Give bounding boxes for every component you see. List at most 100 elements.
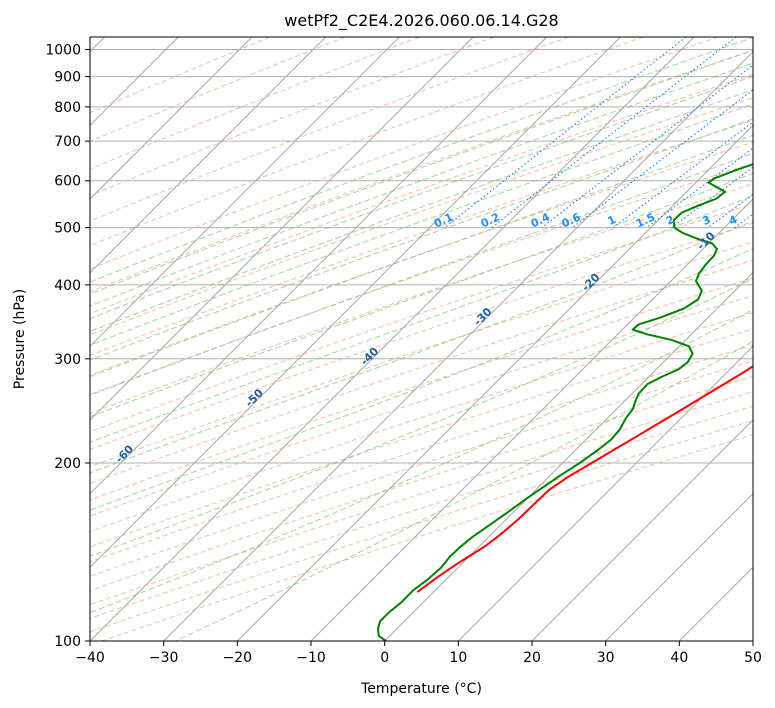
x-tick-label: 50 [744, 650, 762, 666]
isotherm-line [163, 50, 753, 641]
dry-adiabat [90, 241, 753, 468]
dry-adiabat [90, 328, 753, 548]
isotherm-label: -10 [694, 229, 717, 252]
isotherm-line [605, 492, 753, 641]
x-tick-label: 0 [380, 650, 389, 666]
moist-adiabat [90, 248, 753, 511]
dry-adiabat [101, 434, 753, 641]
isotherm-line [457, 345, 753, 641]
dry-adiabat [90, 37, 495, 197]
y-tick-label: 1000 [45, 43, 81, 59]
dry-adiabat [90, 37, 345, 143]
isotherm-line [90, 37, 474, 421]
y-tick-label: 800 [54, 100, 81, 116]
moist-adiabat [90, 134, 753, 378]
y-axis-title: Pressure (hPa) [12, 289, 28, 389]
dry-adiabat [90, 37, 569, 222]
dry-adiabat [90, 183, 753, 414]
isotherm-line [531, 419, 753, 641]
dry-adiabat [90, 311, 753, 533]
dry-adiabat [90, 97, 753, 336]
moist-adiabat [90, 75, 753, 320]
dry-adiabat [90, 37, 420, 170]
moist-adiabat [90, 62, 753, 307]
moist-adiabat [90, 118, 753, 361]
isotherm-line [90, 37, 548, 495]
isotherm-line [384, 271, 753, 641]
isotherm-line [90, 37, 327, 274]
mixing-ratio-line [734, 213, 753, 229]
y-tick-label: 600 [54, 174, 81, 190]
y-tick-label: 900 [54, 70, 81, 86]
moist-adiabat [90, 309, 753, 614]
mixing-ratio-line [671, 166, 753, 229]
moist-adiabat [90, 152, 753, 396]
dry-adiabat [90, 73, 753, 315]
dry-adiabat [90, 141, 753, 376]
dry-adiabat [90, 375, 753, 592]
isotherm-label: -50 [243, 386, 266, 409]
mixing-ratio-line [612, 121, 753, 229]
mixing-ratio-label: 4 [727, 213, 740, 228]
isotherm-label: -40 [358, 344, 381, 367]
y-tick-label: 700 [54, 134, 81, 150]
data-series [377, 163, 753, 641]
y-tick-label: 300 [54, 352, 81, 368]
dry-adiabat [90, 259, 753, 485]
mixing-ratio-line [572, 89, 753, 229]
dry-adiabat [90, 391, 753, 606]
y-tick-label: 400 [54, 278, 81, 294]
x-tick-label: −40 [75, 650, 105, 666]
temperature-profile-line [416, 365, 753, 593]
dry-adiabat [90, 203, 753, 433]
isotherm-line [90, 37, 400, 348]
x-tick-label: −10 [296, 650, 326, 666]
x-tick-label: 10 [449, 650, 467, 666]
dry-adiabat [90, 37, 719, 270]
isotherm-line [90, 37, 621, 569]
dry-adiabat [90, 49, 753, 293]
dry-adiabat [90, 344, 753, 563]
isotherm-label: -60 [113, 442, 136, 465]
dewpoint-profile-line [377, 163, 753, 641]
x-tick-label: 30 [597, 650, 615, 666]
dry-adiabat [90, 37, 644, 247]
chart-title: wetPf2_C2E4.2026.060.06.14.G28 [284, 11, 558, 31]
plot-area [90, 37, 753, 641]
y-tick-label: 200 [54, 456, 81, 472]
dry-adiabat [90, 277, 753, 501]
dry-adiabat [90, 37, 271, 114]
x-tick-label: −30 [149, 650, 179, 666]
isotherm-line [90, 37, 695, 641]
moist-adiabat [90, 89, 753, 333]
plot-frame [89, 36, 754, 642]
x-tick-label: 20 [523, 650, 541, 666]
dry-adiabat [90, 360, 753, 577]
axes: −40 −30 −20 −10 0 10 20 30 40 50 100 200 300 400 500 60… [45, 43, 762, 666]
dry-adiabat [90, 222, 753, 450]
mixing-ratio-label: 1 [606, 213, 618, 228]
isotherm-line [678, 566, 753, 641]
x-tick-label: −20 [223, 650, 253, 666]
mixing-ratio-line [541, 64, 753, 229]
y-tick-label: 100 [54, 634, 81, 650]
mixing-ratio-label: 6 [766, 213, 775, 228]
moist-adiabat [90, 37, 753, 283]
moist-adiabat [90, 195, 753, 443]
isotherm-line [236, 124, 753, 641]
moist-adiabat [90, 220, 753, 474]
dry-adiabat [90, 162, 753, 396]
isotherm-label: -70 [0, 490, 15, 513]
moist-adiabat [90, 49, 753, 295]
moist-adiabat [90, 103, 753, 346]
dry-adiabat [90, 294, 753, 517]
y-tick-label: 500 [54, 221, 81, 237]
moist-adiabat [90, 172, 753, 418]
dry-adiabat [90, 119, 753, 356]
isotherm-line [310, 198, 753, 641]
x-axis-title: Temperature (°C) [360, 681, 482, 697]
line-labels: 0.10.20.40.611.52346810131620253036-100-… [0, 210, 775, 513]
x-tick-label: 40 [670, 650, 688, 666]
moist-adiabat [90, 277, 753, 557]
